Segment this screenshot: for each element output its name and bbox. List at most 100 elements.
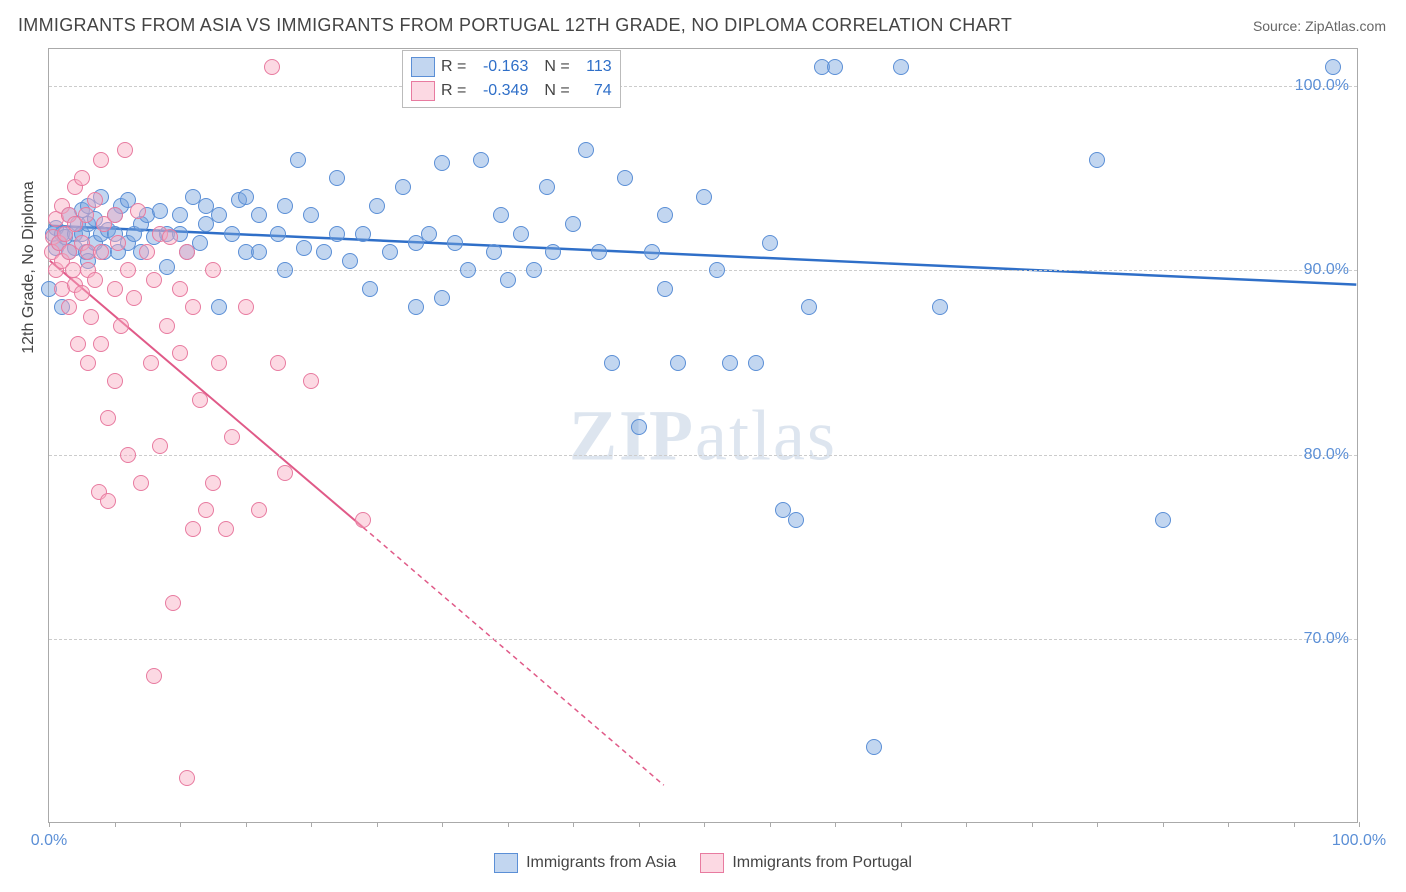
data-point: [87, 272, 103, 288]
data-point: [78, 207, 94, 223]
legend-series-label: Immigrants from Portugal: [732, 854, 912, 872]
legend-r-label: R =: [441, 82, 466, 100]
data-point: [657, 281, 673, 297]
data-point: [866, 739, 882, 755]
data-point: [329, 226, 345, 242]
data-point: [762, 235, 778, 251]
data-point: [107, 207, 123, 223]
data-point: [644, 244, 660, 260]
data-point: [486, 244, 502, 260]
data-point: [65, 262, 81, 278]
data-point: [251, 244, 267, 260]
xtick-mark: [573, 822, 574, 827]
data-point: [93, 152, 109, 168]
data-point: [162, 229, 178, 245]
data-point: [329, 170, 345, 186]
data-point: [788, 512, 804, 528]
data-point: [722, 355, 738, 371]
data-point: [100, 410, 116, 426]
data-point: [205, 475, 221, 491]
data-point: [421, 226, 437, 242]
xtick-mark: [966, 822, 967, 827]
chart-container: IMMIGRANTS FROM ASIA VS IMMIGRANTS FROM …: [0, 0, 1406, 892]
data-point: [224, 226, 240, 242]
legend-swatch: [700, 853, 724, 873]
xtick-mark: [180, 822, 181, 827]
legend-swatch: [411, 81, 435, 101]
xtick-mark: [115, 822, 116, 827]
data-point: [139, 244, 155, 260]
xtick-mark: [311, 822, 312, 827]
xtick-mark: [639, 822, 640, 827]
data-point: [382, 244, 398, 260]
data-point: [130, 203, 146, 219]
data-point: [539, 179, 555, 195]
data-point: [290, 152, 306, 168]
data-point: [578, 142, 594, 158]
data-point: [460, 262, 476, 278]
data-point: [192, 392, 208, 408]
data-point: [198, 502, 214, 518]
data-point: [617, 170, 633, 186]
data-point: [270, 355, 286, 371]
xtick-label: 0.0%: [31, 832, 67, 850]
data-point: [270, 226, 286, 242]
data-point: [83, 309, 99, 325]
data-point: [251, 502, 267, 518]
trend-lines-layer: [49, 49, 1357, 822]
data-point: [179, 770, 195, 786]
data-point: [107, 281, 123, 297]
data-point: [500, 272, 516, 288]
data-point: [238, 189, 254, 205]
data-point: [100, 493, 116, 509]
data-point: [110, 235, 126, 251]
data-point: [238, 299, 254, 315]
data-point: [748, 355, 764, 371]
data-point: [604, 355, 620, 371]
data-point: [113, 318, 129, 334]
ytick-label: 70.0%: [1304, 630, 1349, 648]
data-point: [165, 595, 181, 611]
xtick-mark: [377, 822, 378, 827]
xtick-mark: [1359, 822, 1360, 827]
data-point: [303, 207, 319, 223]
data-point: [434, 290, 450, 306]
legend-r-value: -0.163: [472, 58, 528, 76]
data-point: [179, 244, 195, 260]
data-point: [827, 59, 843, 75]
data-point: [70, 336, 86, 352]
data-point: [264, 59, 280, 75]
data-point: [211, 207, 227, 223]
legend-row: R =-0.163N =113: [411, 55, 612, 79]
xtick-mark: [508, 822, 509, 827]
legend-series-label: Immigrants from Asia: [526, 854, 676, 872]
data-point: [801, 299, 817, 315]
data-point: [893, 59, 909, 75]
data-point: [355, 226, 371, 242]
data-point: [362, 281, 378, 297]
data-point: [126, 290, 142, 306]
legend-n-value: 74: [576, 82, 612, 100]
xtick-mark: [1228, 822, 1229, 827]
xtick-label: 100.0%: [1332, 832, 1386, 850]
data-point: [657, 207, 673, 223]
data-point: [1155, 512, 1171, 528]
data-point: [218, 521, 234, 537]
xtick-mark: [1294, 822, 1295, 827]
data-point: [185, 299, 201, 315]
data-point: [205, 262, 221, 278]
data-point: [133, 475, 149, 491]
data-point: [303, 373, 319, 389]
data-point: [146, 272, 162, 288]
xtick-mark: [770, 822, 771, 827]
chart-title: IMMIGRANTS FROM ASIA VS IMMIGRANTS FROM …: [18, 15, 1012, 36]
gridline: [49, 639, 1357, 640]
data-point: [447, 235, 463, 251]
data-point: [74, 285, 90, 301]
data-point: [87, 192, 103, 208]
data-point: [120, 262, 136, 278]
legend-row: R =-0.349N =74: [411, 79, 612, 103]
data-point: [251, 207, 267, 223]
xtick-mark: [901, 822, 902, 827]
data-point: [493, 207, 509, 223]
